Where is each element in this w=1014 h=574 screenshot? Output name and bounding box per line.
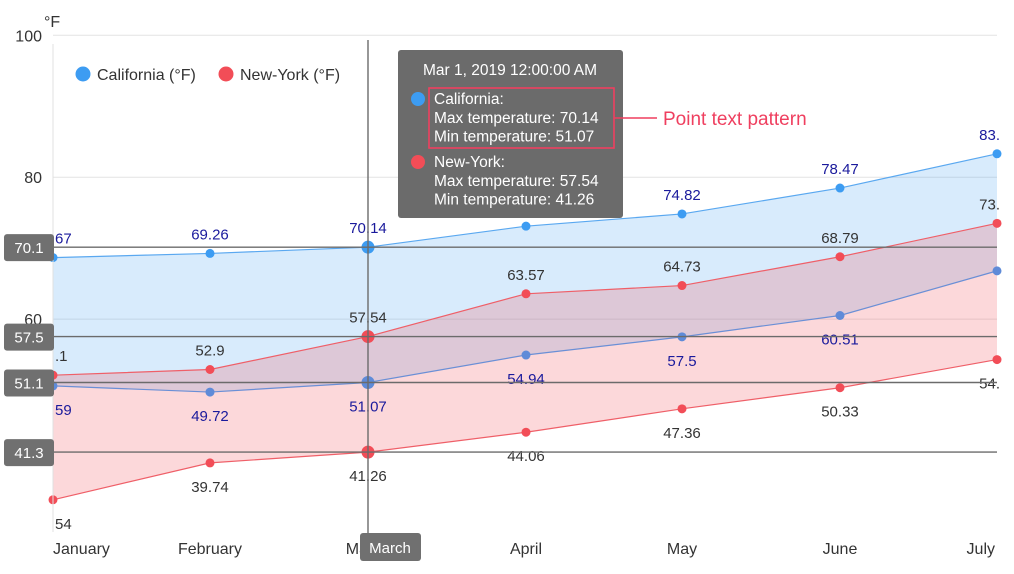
point-max <box>521 221 531 231</box>
point-min <box>835 383 845 393</box>
x-tick-label: May <box>667 541 697 558</box>
crosshair-y-badge <box>4 234 54 262</box>
data-label-min: 57.5 <box>667 353 696 370</box>
data-label-max: 68.79 <box>821 230 859 247</box>
point-max <box>992 218 1002 228</box>
data-label-min: 54.94 <box>507 371 545 388</box>
crosshair-y-badge-label: 57.5 <box>14 330 43 347</box>
crosshair-y-badge <box>4 439 54 467</box>
data-label-max: 52.9 <box>195 343 224 360</box>
data-label-max: 63.57 <box>507 267 545 284</box>
data-label-min: 59 <box>55 402 72 419</box>
tooltip-line: Min temperature: 51.07 <box>434 129 594 146</box>
data-label-min: 54 <box>55 516 72 533</box>
point-max <box>835 252 845 262</box>
legend-marker-california <box>75 66 91 82</box>
data-label-max: 67 <box>55 231 72 248</box>
crosshair-y-badge-label: 70.1 <box>14 240 43 257</box>
point-max <box>992 149 1002 159</box>
y-tick-label: 80 <box>24 170 42 187</box>
y-tick-label: 100 <box>15 28 42 45</box>
x-tick-label: January <box>53 541 110 558</box>
tooltip-series-name: New-York: <box>434 154 505 171</box>
data-label-max: 73. <box>979 196 1000 213</box>
data-label-min: 54. <box>979 376 1000 393</box>
x-tick-label: June <box>823 541 858 558</box>
data-label-max: 74.82 <box>663 187 701 204</box>
tooltip-line: Max temperature: 70.14 <box>434 110 599 127</box>
tooltip: Mar 1, 2019 12:00:00 AM California: Max te… <box>398 50 807 218</box>
point-min <box>992 266 1002 276</box>
point-min <box>992 355 1002 365</box>
data-label-min: 44.06 <box>507 448 545 465</box>
tooltip-box <box>398 50 623 218</box>
point-max <box>205 365 215 375</box>
data-label-min: 50.33 <box>821 404 859 421</box>
area-california <box>53 153 997 393</box>
crosshair-y-badge <box>4 369 54 397</box>
data-label-max: 69.26 <box>191 226 229 243</box>
legend-marker-new-york <box>218 66 234 82</box>
x-tick-label: July <box>967 541 995 558</box>
data-label-min: 47.36 <box>663 425 701 442</box>
point-min <box>521 350 531 360</box>
crosshair-x-badge-label: March <box>369 540 411 557</box>
point-max <box>205 248 215 258</box>
data-label-min: 60.51 <box>821 332 859 349</box>
crosshair: 70.1 57.5 51.1 41.3 March <box>4 40 997 561</box>
legend: California (°F) New-York (°F) <box>75 66 340 84</box>
point-min <box>835 311 845 321</box>
crosshair-y-badge <box>4 323 54 351</box>
tooltip-marker <box>411 92 425 106</box>
x-tick-label: February <box>178 541 242 558</box>
y-axis-unit: °F <box>44 14 60 31</box>
crosshair-y-badge-label: 41.3 <box>14 445 43 462</box>
point-max <box>677 209 687 219</box>
x-tick-label: April <box>510 541 542 558</box>
legend-label-california: California (°F) <box>97 67 196 84</box>
callout-label: Point text pattern <box>663 109 807 130</box>
point-max <box>521 289 531 299</box>
area-new-york <box>53 223 997 500</box>
data-label-max: 78.47 <box>821 161 859 178</box>
data-label-max: 83. <box>979 127 1000 144</box>
legend-label-new-york: New-York (°F) <box>240 67 340 84</box>
point-min <box>677 404 687 414</box>
tooltip-line: Min temperature: 41.26 <box>434 192 594 209</box>
point-min <box>521 427 531 437</box>
tooltip-line: Max temperature: 57.54 <box>434 173 599 190</box>
crosshair-y-badge-label: 51.1 <box>14 375 43 392</box>
tooltip-title: Mar 1, 2019 12:00:00 AM <box>423 62 597 79</box>
tooltip-series-name: California: <box>434 91 504 108</box>
tooltip-marker <box>411 155 425 169</box>
point-max <box>677 281 687 291</box>
point-min <box>205 387 215 397</box>
crosshair-x-badge <box>360 533 421 561</box>
data-label-max: 64.73 <box>663 259 701 276</box>
point-min <box>205 458 215 468</box>
series-areas <box>53 153 997 500</box>
data-label-min: 39.74 <box>191 479 229 496</box>
point-max <box>835 183 845 193</box>
data-label-max: .1 <box>55 348 68 365</box>
data-label-min: 49.72 <box>191 408 229 425</box>
